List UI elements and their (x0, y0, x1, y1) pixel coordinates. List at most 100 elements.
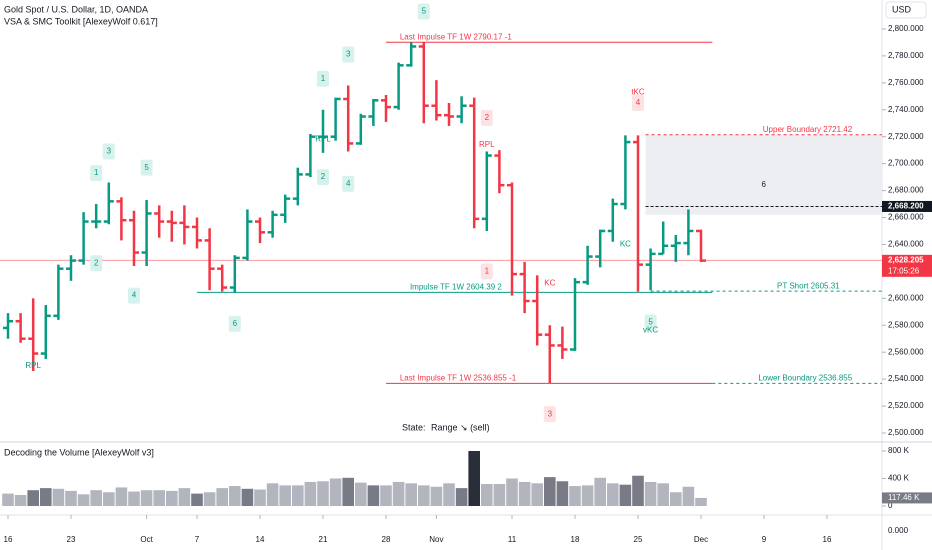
wave-label: 5 (144, 163, 149, 172)
wave-label: vKC (643, 326, 658, 335)
wave-label-box (480, 263, 493, 280)
volume-bar (569, 486, 581, 506)
volume-bar (103, 492, 115, 506)
y-tick-label: 2,560.000 (888, 347, 924, 356)
wave-label-box (342, 46, 355, 63)
price-badge-label: 2,668.200 (888, 202, 924, 211)
state-value: Range ↘ (sell) (431, 422, 490, 432)
wave-label-box (128, 287, 141, 304)
wave-label: 1 (485, 266, 490, 275)
y-tick-label: 2,500.000 (888, 428, 924, 437)
volume-bar (40, 488, 52, 506)
volume-title: Decoding the Volume [AlexeyWolf v3] (4, 447, 154, 457)
y-tick-label: 2,740.000 (888, 105, 924, 114)
volume-bar (392, 481, 405, 506)
volume-bar (153, 490, 166, 506)
wave-label: 5 (422, 7, 427, 16)
wave-label-box (644, 314, 657, 331)
x-tick-label: 23 (67, 535, 76, 544)
wave-label: RPL (25, 361, 41, 370)
x-tick-label: 16 (823, 535, 832, 544)
wave-label-box (228, 315, 241, 332)
volume-bar (229, 486, 241, 506)
wave-label-box (342, 175, 355, 192)
level-label: PT Short 2605.31 (777, 281, 840, 290)
wave-label-box (102, 143, 115, 160)
wave-label: 3 (107, 147, 112, 156)
wave-label: 4 (346, 179, 351, 188)
volume-bar (405, 483, 418, 506)
y-tick-label: 2,760.000 (888, 78, 924, 87)
volume-bar (140, 490, 153, 506)
volume-bar (644, 481, 657, 506)
x-tick-label: 21 (319, 535, 328, 544)
x-tick-label: Nov (429, 535, 443, 544)
volume-bar (670, 492, 682, 506)
indicator-name: VSA & SMC Toolkit [AlexeyWolf 0.617] (4, 16, 158, 26)
volume-bar (279, 485, 292, 506)
volume-bar (418, 485, 430, 506)
y-tick-label: 2,780.000 (888, 51, 924, 60)
volume-bar (455, 488, 468, 506)
volume-bar (77, 494, 90, 506)
wave-label: 3 (346, 50, 351, 59)
volume-bar (254, 489, 266, 506)
volume-bar (367, 485, 380, 506)
wave-label: 2 (94, 258, 99, 267)
y-tick-label: 2,680.000 (888, 186, 924, 195)
wave-label-box (317, 70, 330, 87)
wave-label-box (317, 169, 330, 186)
y-tick-label: 2,540.000 (888, 374, 924, 383)
price-badge (882, 200, 932, 212)
volume-bar (556, 481, 569, 506)
volume-bar (443, 483, 455, 506)
volume-bar (304, 481, 317, 506)
y-tick-label: 2,640.000 (888, 240, 924, 249)
x-tick-label: 11 (508, 535, 517, 544)
wave-label-box (480, 109, 493, 126)
y-tick-label: 2,660.000 (888, 213, 924, 222)
volume-tick-label: 800 K (888, 446, 910, 455)
volume-bar (203, 492, 216, 506)
wave-label-box (543, 406, 556, 423)
volume-bar (266, 483, 279, 506)
extra-axis-label: 0.000 (888, 526, 909, 535)
price-badge (882, 254, 932, 277)
state-label: State: (402, 422, 426, 432)
y-tick-label: 2,520.000 (888, 401, 924, 410)
x-tick-label: 18 (571, 535, 580, 544)
volume-bar (506, 478, 518, 506)
currency-button[interactable] (885, 1, 927, 19)
volume-bar (632, 475, 644, 506)
wave-label: 1 (94, 168, 99, 177)
volume-bar (292, 485, 304, 506)
volume-bar (27, 490, 40, 506)
volume-bar (2, 493, 14, 506)
volume-bar (52, 488, 65, 506)
wave-label-box (140, 159, 153, 176)
volume-bar (317, 481, 329, 506)
volume-bar (518, 481, 531, 506)
volume-bar (178, 488, 191, 506)
volume-bar (493, 483, 506, 506)
wave-label: RPL (479, 140, 495, 149)
x-tick-label: 16 (4, 535, 13, 544)
x-tick-label: Oct (140, 535, 153, 544)
wave-label: 5 (648, 318, 653, 327)
wave-label: 4 (132, 291, 137, 300)
volume-bar (191, 493, 203, 506)
volume-bar (216, 488, 229, 506)
countdown: 17:05:26 (888, 266, 920, 275)
wave-label: 2 (321, 172, 326, 181)
level-label: Last Impulse TF 1W 2536.855 -1 (400, 373, 517, 382)
volume-bar (481, 483, 493, 506)
wave-label: 4 (636, 98, 641, 107)
volume-badge (882, 492, 932, 504)
wave-label-box (90, 165, 103, 182)
volume-bar (380, 485, 392, 506)
level-label: Last Impulse TF 1W 2790.17 -1 (400, 32, 512, 41)
x-tick-label: Dec (694, 535, 708, 544)
price-badge-label: 2,628.205 (888, 255, 924, 264)
volume-badge-label: 117.46 K (888, 493, 920, 502)
